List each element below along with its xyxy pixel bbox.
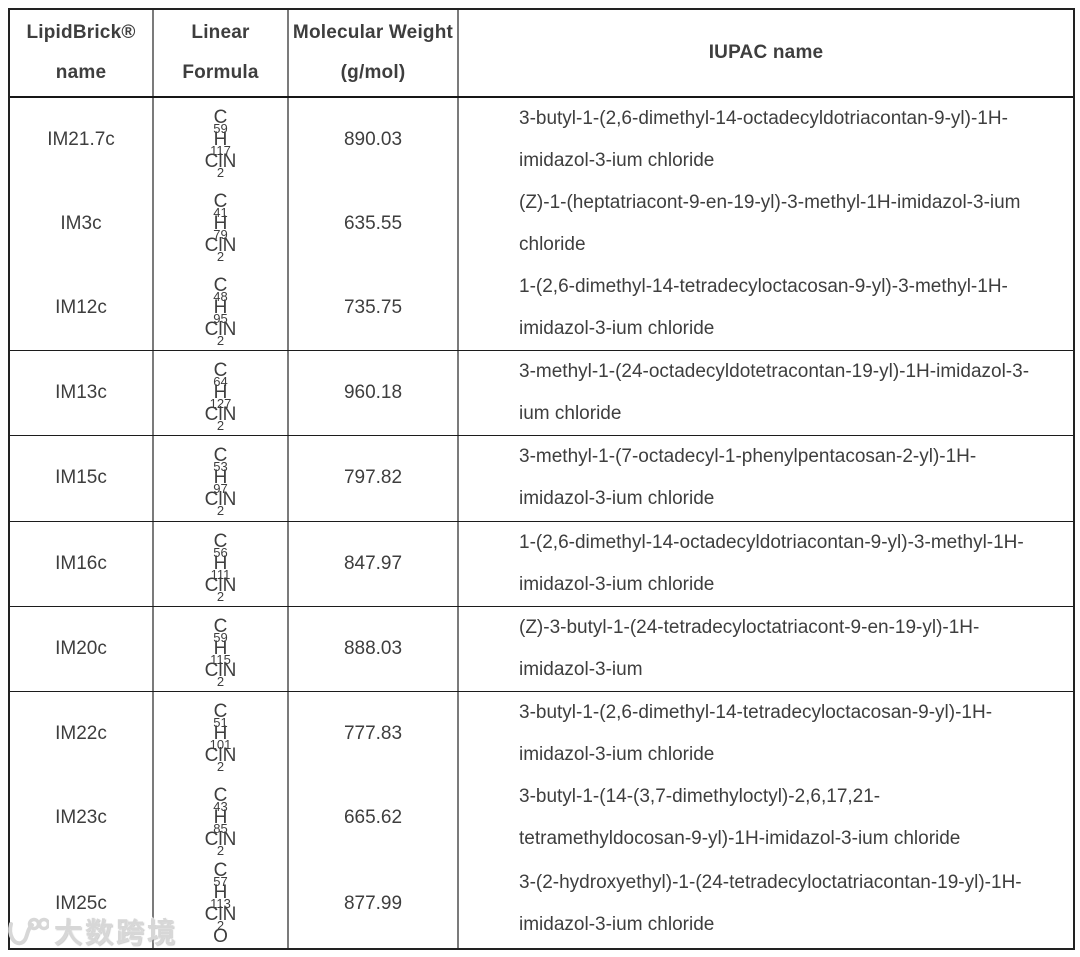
molecular-weight-cell: 888.03 [287, 606, 457, 691]
iupac-line: imidazol-3-ium chloride [519, 573, 715, 595]
linear-formula-cell: C 48 H 95 ClN 2 [152, 266, 287, 351]
table-row: IM20c C 59 H 115 ClN 2 888.03 (Z)-3-butyl-1-(… [10, 605, 1073, 691]
watermark-logo-icon [5, 917, 49, 951]
table-header-row: LipidBrick® name Linear Formula Molecula… [10, 10, 1073, 98]
lipidbrick-name-cell: IM21.7c [47, 129, 115, 151]
header-line: Linear [191, 22, 250, 43]
iupac-line: 3-methyl-1-(24-octadecyldotetracontan-19… [519, 361, 1030, 383]
iupac-line: imidazol-3-ium chloride [519, 913, 715, 935]
lipidbrick-name-cell: IM22c [55, 722, 107, 744]
lipidbrick-name-cell: IM13c [55, 382, 107, 404]
iupac-line: (Z)-3-butyl-1-(24-tetradecyloctatriacont… [519, 616, 980, 638]
table-row: IM12c C 48 H 95 ClN 2 735.75 1-(2,6-dimethyl-… [10, 266, 1073, 351]
table-row: IM13c C 64 H 127 ClN 2 960.18 3-methyl-1-(24-… [10, 350, 1073, 436]
header-line: (g/mol) [340, 62, 406, 83]
molecular-weight-cell: 735.75 [287, 266, 457, 351]
linear-formula-cell: C 43 H 85 ClN 2 [152, 775, 287, 860]
table-row: IM22c C 51 H 101 ClN 2 777.83 3-butyl-1-(2,6-… [10, 690, 1073, 776]
iupac-name-cell: 3-butyl-1-(14-(3,7-dimethyloctyl)-2,6,17… [457, 775, 1073, 860]
iupac-line: 3-butyl-1-(2,6-dimethyl-14-octadecyldotr… [519, 108, 1008, 130]
iupac-line: imidazol-3-ium chloride [519, 318, 715, 340]
molecular-weight-cell: 777.83 [287, 691, 457, 776]
table-row: IM25c C 57 H 113 ClN 2 O 877.99 3-(2-hydroxyet… [10, 859, 1073, 948]
watermark-text: 大数跨境 [54, 917, 179, 948]
table-row: IM16c C 56 H 111 ClN 2 847.97 1-(2,6-dimethyl… [10, 520, 1073, 606]
lipidbrick-name-cell: IM3c [60, 213, 102, 235]
iupac-name-cell: 3-methyl-1-(24-octadecyldotetracontan-19… [457, 351, 1073, 436]
iupac-line: 3-methyl-1-(7-octadecyl-1-phenylpentacos… [519, 446, 977, 468]
molecular-weight-cell: 890.03 [287, 98, 457, 183]
iupac-line: 3-butyl-1-(2,6-dimethyl-14-tetradecyloct… [519, 701, 993, 723]
table-row: IM15c C 53 H 97 ClN 2 797.82 3-methyl-1-(7-oc… [10, 435, 1073, 521]
iupac-name-cell: 1-(2,6-dimethyl-14-octadecyldotriacontan… [457, 521, 1073, 606]
molecular-weight-cell: 847.97 [287, 521, 457, 606]
iupac-line: (Z)-1-(heptatriacont-9-en-19-yl)-3-methy… [519, 192, 1021, 214]
lipidbrick-name-cell: IM15c [55, 467, 107, 489]
iupac-line: ium chloride [519, 403, 622, 425]
watermark: 大数跨境 [5, 911, 178, 951]
linear-formula-cell: C 59 H 115 ClN 2 [152, 606, 287, 691]
iupac-line: chloride [519, 234, 586, 256]
iupac-line: 1-(2,6-dimethyl-14-tetradecyloctacosan-9… [519, 276, 1008, 298]
molecular-weight-cell: 797.82 [287, 436, 457, 521]
header-lipidbrick-name: LipidBrick® name [10, 10, 152, 96]
molecular-weight-cell: 665.62 [287, 775, 457, 860]
header-linear-formula: Linear Formula [152, 10, 287, 96]
molecular-weight-cell: 635.55 [287, 182, 457, 267]
linear-formula-cell: C 53 H 97 ClN 2 [152, 436, 287, 521]
lipidbrick-name-cell: IM23c [55, 806, 107, 828]
table-row: IM3c C 41 H 79 ClN 2 635.55 (Z)-1-(heptatriac… [10, 182, 1073, 267]
lipidbrick-name-cell: IM20c [55, 637, 107, 659]
linear-formula-cell: C 56 H 111 ClN 2 [152, 521, 287, 606]
header-iupac-name: IUPAC name [457, 10, 1073, 96]
linear-formula-cell: C 64 H 127 ClN 2 [152, 351, 287, 436]
iupac-name-cell: 1-(2,6-dimethyl-14-tetradecyloctacosan-9… [457, 266, 1073, 351]
iupac-line: 1-(2,6-dimethyl-14-octadecyldotriacontan… [519, 531, 1024, 553]
iupac-name-cell: 3-(2-hydroxyethyl)-1-(24-tetradecyloctat… [457, 859, 1073, 948]
header-molecular-weight: Molecular Weight (g/mol) [287, 10, 457, 96]
iupac-name-cell: 3-methyl-1-(7-octadecyl-1-phenylpentacos… [457, 436, 1073, 521]
header-line: IUPAC name [708, 42, 824, 63]
table-row: IM23c C 43 H 85 ClN 2 665.62 3-butyl-1-(14-(3… [10, 775, 1073, 860]
lipid-table: LipidBrick® name Linear Formula Molecula… [8, 8, 1075, 950]
iupac-line: 3-(2-hydroxyethyl)-1-(24-tetradecyloctat… [519, 871, 1022, 893]
iupac-name-cell: 3-butyl-1-(2,6-dimethyl-14-octadecyldotr… [457, 98, 1073, 183]
iupac-line: 3-butyl-1-(14-(3,7-dimethyloctyl)-2,6,17… [519, 785, 881, 807]
linear-formula-cell: C 59 H 117 ClN 2 [152, 98, 287, 183]
iupac-name-cell: (Z)-3-butyl-1-(24-tetradecyloctatriacont… [457, 606, 1073, 691]
lipidbrick-name-cell: IM25c [55, 892, 107, 914]
iupac-line: imidazol-3-ium chloride [519, 488, 715, 510]
header-line: name [55, 62, 107, 83]
lipidbrick-name-cell: IM16c [55, 552, 107, 574]
lipidbrick-name-cell: IM12c [55, 297, 107, 319]
iupac-name-cell: (Z)-1-(heptatriacont-9-en-19-yl)-3-methy… [457, 182, 1073, 267]
linear-formula-cell: C 57 H 113 ClN 2 O [152, 859, 287, 948]
linear-formula-cell: C 51 H 101 ClN 2 [152, 691, 287, 776]
molecular-weight-cell: 960.18 [287, 351, 457, 436]
iupac-line: imidazol-3-ium chloride [519, 743, 715, 765]
iupac-line: tetramethyldocosan-9-yl)-1H-imidazol-3-i… [519, 827, 961, 849]
header-line: LipidBrick® [26, 22, 136, 43]
molecular-weight-cell: 877.99 [287, 859, 457, 948]
table-row: IM21.7c C 59 H 117 ClN 2 890.03 3-butyl-1-(2,… [10, 98, 1073, 183]
linear-formula-cell: C 41 H 79 ClN 2 [152, 182, 287, 267]
header-line: Molecular Weight [292, 22, 454, 43]
iupac-line: imidazol-3-ium chloride [519, 150, 715, 172]
iupac-name-cell: 3-butyl-1-(2,6-dimethyl-14-tetradecyloct… [457, 691, 1073, 776]
iupac-line: imidazol-3-ium [519, 658, 643, 680]
header-line: Formula [182, 62, 259, 83]
